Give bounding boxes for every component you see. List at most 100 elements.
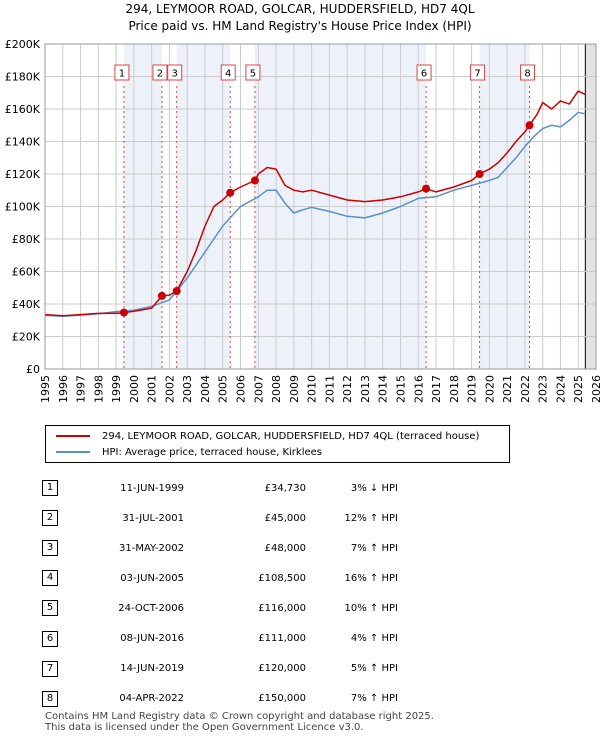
sale-number-label: 7 [474, 69, 480, 80]
hpi-series-line [44, 111, 586, 317]
transactions-table: 1 11-JUN-1999 £34,730 3% ↓ HPI 2 31-JUL-2001 £… [42, 473, 398, 714]
transaction-row: 2 31-JUL-2001 £45,000 12% ↑ HPI [42, 503, 398, 533]
transaction-row: 4 03-JUN-2005 £108,500 16% ↑ HPI [42, 563, 398, 593]
sale-point [172, 287, 181, 295]
transaction-number: 8 [42, 690, 58, 707]
sale-number-label: 6 [421, 69, 427, 80]
y-tick-label: £20K [12, 331, 41, 344]
y-tick-label: £160K [5, 103, 41, 116]
transaction-number: 6 [42, 630, 58, 647]
x-tick-label: 1999 [110, 375, 123, 403]
x-tick-label: 2000 [128, 375, 141, 403]
x-tick-label: 2023 [537, 375, 550, 403]
legend-label-hpi: HPI: Average price, terraced house, Kirk… [102, 446, 323, 458]
sale-number-box [167, 64, 183, 81]
x-tick-label: 2015 [394, 375, 407, 403]
x-tick-label: 2019 [466, 375, 479, 403]
y-tick-label: £80K [12, 233, 41, 246]
x-tick-label: 1998 [92, 375, 105, 403]
x-tick-label: 2009 [288, 375, 301, 403]
y-tick-label: £140K [5, 136, 41, 149]
legend-item-property: 294, LEYMOOR ROAD, GOLCAR, HUDDERSFIELD,… [56, 428, 479, 444]
x-tick-label: 2010 [306, 375, 319, 403]
y-tick-label: £60K [12, 266, 41, 279]
x-tick-label: 2020 [483, 375, 496, 403]
transaction-number: 1 [42, 480, 58, 497]
footer-licence: This data is licensed under the Open Gov… [45, 722, 364, 733]
transaction-date: 31-JUL-2001 [122, 512, 184, 524]
y-tick-label: £200K [5, 38, 41, 51]
x-tick-label: 2021 [501, 375, 514, 403]
transaction-hpi-change: 5% ↑ HPI [350, 663, 398, 675]
transaction-number: 3 [42, 540, 58, 557]
transaction-hpi-change: 16% ↑ HPI [344, 572, 398, 584]
x-tick-label: 2022 [519, 375, 532, 403]
sale-point [119, 308, 128, 317]
x-tick-label: 2017 [430, 375, 443, 403]
legend-item-hpi: HPI: Average price, terraced house, Kirk… [56, 444, 322, 460]
transaction-hpi-change: 4% ↑ HPI [350, 633, 398, 645]
sale-point [157, 291, 166, 300]
x-tick-label: 2014 [377, 375, 390, 403]
transaction-number: 2 [42, 510, 58, 527]
x-tick-label: 2026 [590, 375, 600, 403]
transaction-row: 8 04-APR-2022 £150,000 7% ↑ HPI [42, 684, 398, 714]
sale-point [422, 184, 431, 193]
transaction-price: £116,000 [258, 602, 306, 614]
x-tick-label: 2018 [448, 375, 461, 403]
transaction-row: 3 31-MAY-2002 £48,000 7% ↑ HPI [42, 533, 398, 563]
transaction-date: 11-JUN-1999 [120, 482, 184, 494]
x-tick-label: 2025 [572, 375, 585, 403]
sale-number-box [220, 64, 236, 81]
transaction-price: £108,500 [258, 572, 306, 584]
sale-number-label: 3 [172, 69, 178, 80]
transaction-date: 24-OCT-2006 [118, 602, 184, 614]
plot-frame [44, 43, 597, 370]
x-tick-label: 1996 [57, 375, 70, 403]
x-tick-label: 2006 [235, 375, 248, 403]
transaction-date: 04-APR-2022 [119, 693, 184, 705]
transaction-hpi-change: 3% ↓ HPI [350, 482, 398, 494]
transaction-number: 5 [42, 600, 58, 617]
sale-point [475, 170, 484, 178]
footer-copyright: Contains HM Land Registry data © Crown c… [45, 711, 434, 722]
sale-point [250, 176, 259, 185]
x-tick-label: 2013 [359, 375, 372, 403]
transaction-price: £34,730 [264, 482, 306, 494]
transaction-hpi-change: 12% ↑ HPI [344, 512, 398, 524]
transaction-price: £45,000 [264, 512, 306, 524]
transaction-hpi-change: 7% ↑ HPI [350, 693, 398, 705]
x-tick-label: 2007 [252, 375, 265, 403]
sale-point [525, 121, 534, 130]
footer: Contains HM Land Registry data © Crown c… [45, 711, 434, 733]
transaction-row: 1 11-JUN-1999 £34,730 3% ↓ HPI [42, 473, 398, 503]
x-tick-label: 1997 [75, 375, 88, 403]
transaction-date: 08-JUN-2016 [120, 633, 184, 645]
y-tick-label: £120K [5, 168, 41, 181]
sale-number-label: 5 [250, 69, 256, 80]
transaction-number: 7 [42, 660, 58, 677]
x-tick-label: 2024 [554, 375, 567, 403]
sale-number-box [245, 64, 261, 81]
y-tick-label: £180K [5, 71, 41, 84]
x-tick-label: 2012 [341, 375, 354, 403]
x-tick-label: 2002 [163, 375, 176, 403]
y-tick-label: £40K [12, 298, 41, 311]
y-tick-label: £0 [26, 363, 40, 376]
x-tick-label: 2001 [146, 375, 159, 403]
x-tick-label: 1995 [39, 375, 52, 403]
transaction-hpi-change: 10% ↑ HPI [344, 602, 398, 614]
transaction-price: £111,000 [258, 633, 306, 645]
sale-point [226, 188, 235, 197]
sale-number-label: 1 [119, 69, 125, 80]
chart-legend: 294, LEYMOOR ROAD, GOLCAR, HUDDERSFIELD,… [45, 425, 510, 463]
legend-swatch-property [56, 435, 90, 437]
x-tick-label: 2016 [412, 375, 425, 403]
transaction-row: 7 14-JUN-2019 £120,000 5% ↑ HPI [42, 654, 398, 684]
sale-number-box [470, 64, 486, 81]
property-series-line [44, 90, 586, 317]
x-tick-label: 2008 [270, 375, 283, 403]
sale-number-box [416, 64, 432, 81]
x-tick-label: 2011 [323, 375, 336, 403]
transaction-date: 31-MAY-2002 [118, 542, 184, 554]
